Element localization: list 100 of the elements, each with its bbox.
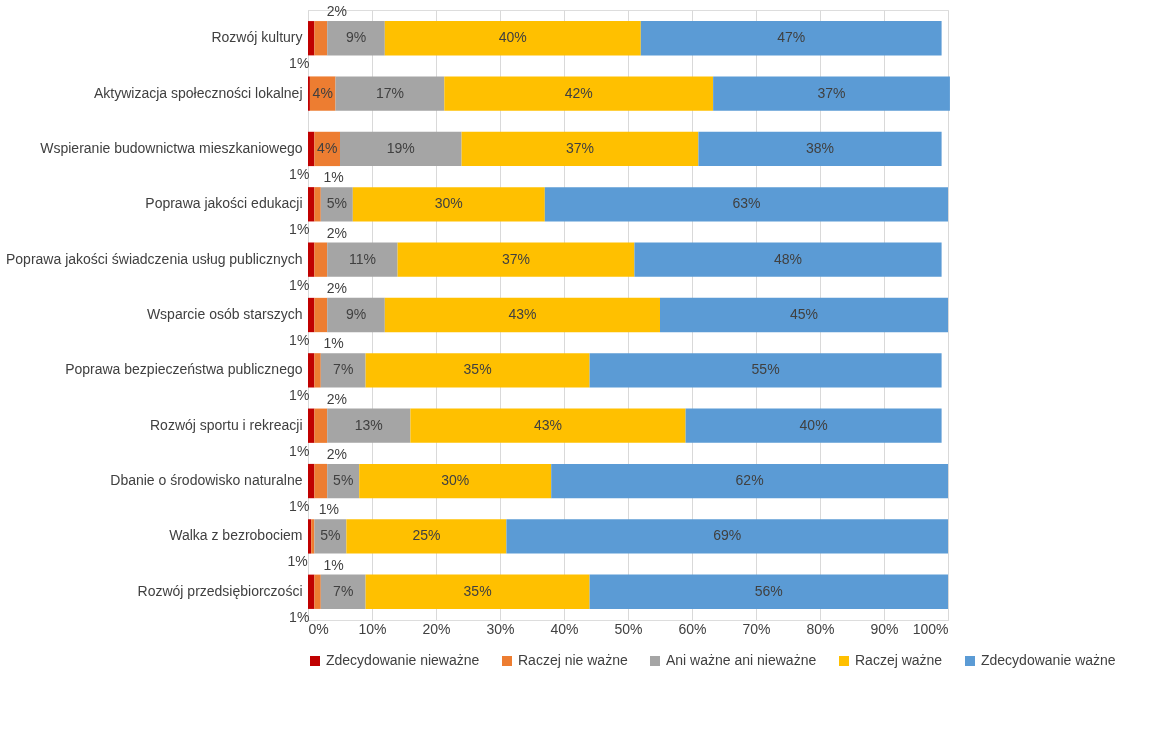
data-label: 38% (805, 139, 835, 156)
x-tick-label: 100% (912, 620, 949, 637)
data-label: 2% (326, 446, 347, 463)
bar (308, 21, 315, 56)
data-label: 1% (289, 55, 310, 72)
bar (444, 76, 714, 111)
data-label: 7% (333, 582, 354, 599)
data-label: 1% (287, 553, 308, 570)
legend-label: Raczej ważne (855, 652, 943, 668)
data-label: 1% (289, 332, 310, 348)
x-tick-label: 80% (806, 620, 835, 637)
x-tick-label: 70% (742, 620, 771, 637)
data-label: 2% (326, 390, 347, 407)
bar (365, 574, 590, 609)
bar (544, 187, 948, 222)
bar (314, 519, 347, 554)
data-label: 1% (323, 169, 344, 186)
bar (634, 242, 942, 277)
data-label: 48% (773, 250, 803, 267)
bar (308, 353, 315, 388)
bar (314, 297, 328, 333)
data-label: 35% (463, 582, 492, 599)
data-label: 40% (498, 29, 527, 46)
data-label: 5% (333, 472, 354, 489)
y-tick-label: Poprawa bezpieczeństwa publicznego (65, 361, 303, 378)
data-label: 43% (533, 416, 563, 433)
bar (506, 519, 948, 554)
data-label: 4% (312, 84, 333, 101)
data-label: 1% (289, 498, 310, 515)
bar (308, 297, 315, 333)
bar (314, 353, 321, 388)
data-label: 1% (323, 556, 344, 573)
bar (308, 187, 315, 222)
data-label: 30% (434, 195, 463, 212)
bar (384, 21, 641, 56)
data-label: 1% (289, 387, 310, 404)
data-label: 1% (323, 335, 344, 352)
bar (327, 242, 398, 277)
y-tick-label: Rozwój przedsiębiorczości (137, 582, 303, 599)
bar (589, 574, 948, 609)
data-label: 43% (508, 306, 537, 322)
data-label: 7% (333, 361, 354, 378)
legend-label: Raczej nie ważne (518, 652, 628, 668)
bar (640, 21, 942, 56)
x-tick-label: 10% (358, 620, 387, 637)
data-label: 47% (777, 29, 806, 46)
y-tick-label: Dbanie o środowisko naturalne (110, 472, 303, 489)
legend-label: Ani ważne ani nieważne (666, 652, 817, 668)
bar (327, 297, 385, 333)
bar (346, 519, 507, 554)
data-label: 40% (799, 416, 828, 433)
x-tick-label: 60% (678, 620, 707, 637)
data-label: 30% (441, 472, 470, 489)
data-label: 9% (345, 29, 367, 46)
y-tick-label: Poprawa jakości świadczenia usług publicznych (6, 250, 303, 267)
bar (308, 463, 315, 499)
bar (314, 574, 321, 609)
legend-label: Zdecydowanie ważne (981, 652, 1116, 668)
x-tick-label: 30% (486, 620, 515, 637)
data-label: 55% (751, 361, 780, 378)
data-label: 1% (289, 608, 310, 625)
data-label: 45% (789, 306, 819, 322)
bar (335, 76, 445, 111)
data-label: 19% (386, 139, 415, 156)
bar (713, 76, 950, 111)
bar (320, 574, 366, 609)
data-label: 69% (713, 527, 742, 544)
bar (352, 187, 545, 222)
bar (320, 353, 366, 388)
data-label: 2% (326, 224, 347, 241)
bar (359, 463, 552, 499)
data-label: 1% (289, 165, 310, 182)
y-tick-label: Rozwój kultury (211, 29, 303, 46)
data-label: 17% (375, 84, 404, 101)
data-label: 1% (289, 442, 310, 459)
bar (365, 353, 590, 388)
legend-label: Zdecydowanie nieważne (326, 652, 480, 668)
bar (309, 76, 336, 111)
bar (314, 187, 321, 222)
y-tick-label: Aktywizacja społeczności lokalnej (93, 84, 303, 101)
bar (397, 242, 635, 277)
y-tick-label: Poprawa jakości edukacji (145, 195, 303, 212)
data-label: 13% (354, 416, 383, 433)
bar (410, 408, 686, 443)
y-tick-label: Walka z bezrobociem (169, 527, 303, 544)
x-tick-label: 20% (422, 620, 451, 637)
x-tick-label: 0% (308, 620, 329, 637)
bar (384, 297, 660, 333)
x-tick-label: 50% (614, 620, 643, 637)
bar (308, 408, 315, 443)
data-label: 63% (732, 195, 761, 212)
data-label: 5% (320, 527, 341, 544)
data-label: 56% (754, 582, 783, 599)
bar (551, 463, 948, 499)
data-label: 42% (564, 84, 593, 101)
data-label: 1% (289, 276, 310, 293)
y-tick-label: Wsparcie osób starszych (146, 306, 303, 322)
bar (340, 131, 462, 167)
data-label: 5% (326, 195, 347, 212)
data-label: 9% (345, 306, 367, 322)
